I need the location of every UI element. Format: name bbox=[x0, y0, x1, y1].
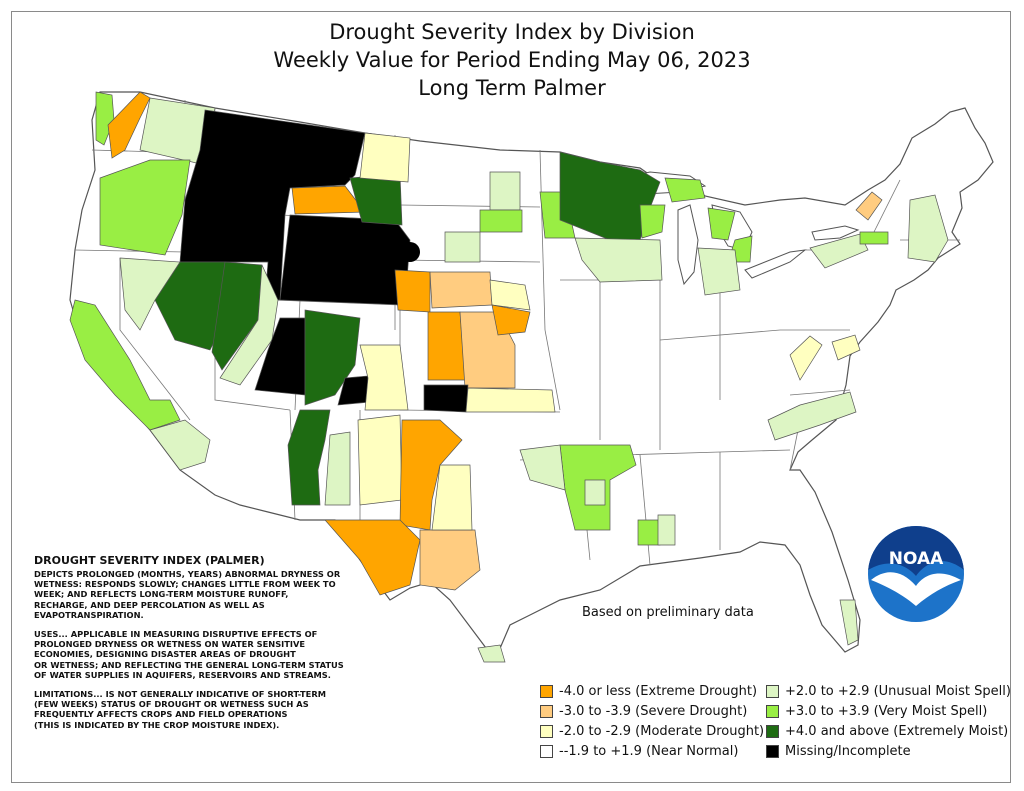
lake-michigan bbox=[677, 204, 699, 286]
legend-swatch bbox=[540, 704, 553, 718]
sd-light bbox=[489, 171, 521, 211]
al-light bbox=[657, 514, 676, 546]
missing-sd-blob bbox=[400, 242, 420, 262]
noaa-logo-text: NOAA bbox=[889, 549, 944, 569]
legend-label: -4.0 or less (Extreme Drought) bbox=[559, 683, 758, 699]
legend-item: -2.0 to -2.9 (Moderate Drought) bbox=[540, 722, 764, 740]
legend-swatch bbox=[540, 744, 553, 758]
fl-light bbox=[839, 599, 859, 646]
ms-light bbox=[584, 479, 606, 506]
legend-label: +3.0 to +3.9 (Very Moist Spell) bbox=[785, 703, 988, 719]
legend-label: +2.0 to +2.9 (Unusual Moist Spell) bbox=[785, 683, 1011, 699]
ks-orange bbox=[427, 311, 466, 381]
description-definition: DEPICTS PROLONGED (MONTHS, YEARS) ABNORM… bbox=[34, 569, 341, 620]
nd-yellow bbox=[359, 132, 411, 183]
lake-erie bbox=[744, 249, 807, 279]
ut-light bbox=[219, 264, 279, 386]
wi-bright bbox=[639, 204, 666, 239]
nv-light bbox=[119, 257, 181, 331]
ny-tan bbox=[855, 191, 883, 221]
tx-coast-light bbox=[477, 644, 506, 663]
missing-utah bbox=[254, 317, 306, 396]
mn-light-south bbox=[574, 237, 663, 283]
ny-light bbox=[809, 233, 869, 269]
va-yellow bbox=[831, 334, 861, 361]
ks-orange-ne bbox=[491, 304, 531, 336]
mi-light bbox=[697, 247, 741, 296]
nm-yellow bbox=[357, 414, 403, 506]
mi-bright bbox=[707, 207, 736, 241]
legend-swatch bbox=[766, 704, 779, 718]
description-heading: DROUGHT SEVERITY INDEX (PALMER) bbox=[34, 554, 265, 567]
ne-light-states bbox=[907, 194, 949, 263]
tx-yellow-north bbox=[431, 464, 473, 531]
nv-dark-green-2 bbox=[211, 261, 263, 371]
ne-tan bbox=[429, 271, 493, 309]
legend-swatch bbox=[540, 724, 553, 738]
legend-label: +4.0 and above (Extremely Moist) bbox=[785, 723, 1009, 739]
legend-swatch bbox=[766, 684, 779, 698]
or-bright bbox=[99, 159, 191, 256]
nm-light bbox=[324, 431, 351, 506]
legend-item: +4.0 and above (Extremely Moist) bbox=[766, 722, 1008, 740]
index-description: DROUGHT SEVERITY INDEX (PALMER) DEPICTS … bbox=[34, 554, 354, 739]
nm-dark-green bbox=[287, 409, 331, 506]
preliminary-data-note: Based on preliminary data bbox=[582, 605, 754, 620]
legend-label: Missing/Incomplete bbox=[785, 743, 911, 759]
ny-bright bbox=[859, 231, 889, 245]
legend-item: --1.9 to +1.9 (Near Normal) bbox=[540, 742, 738, 760]
legend-item: -4.0 or less (Extreme Drought) bbox=[540, 682, 757, 700]
nc-light bbox=[767, 391, 857, 441]
ca-bright bbox=[69, 299, 181, 431]
lake-ontario bbox=[811, 225, 860, 241]
co-yellow bbox=[359, 344, 409, 411]
al-bright bbox=[637, 519, 661, 546]
map-subtitle: Weekly Value for Period Ending May 06, 2… bbox=[273, 48, 751, 72]
wa-orange-puget bbox=[107, 91, 151, 159]
tx-orange-west bbox=[324, 519, 421, 596]
ar-light bbox=[519, 444, 566, 491]
legend-item: +2.0 to +2.9 (Unusual Moist Spell) bbox=[766, 682, 1011, 700]
noaa-logo: NOAA bbox=[868, 526, 964, 622]
legend-item: +3.0 to +3.9 (Very Moist Spell) bbox=[766, 702, 987, 720]
legend-swatch bbox=[766, 744, 779, 758]
missing-wyoming bbox=[279, 214, 411, 306]
legend-label: --1.9 to +1.9 (Near Normal) bbox=[559, 743, 739, 759]
map-index-name: Long Term Palmer bbox=[418, 76, 606, 100]
ne-yellow-east bbox=[489, 279, 531, 311]
map-title: Drought Severity Index by Division bbox=[329, 20, 695, 44]
missing-ok bbox=[423, 384, 469, 413]
sd-bright bbox=[479, 209, 523, 233]
ok-yellow bbox=[465, 387, 556, 413]
legend-swatch bbox=[766, 724, 779, 738]
legend-label: -2.0 to -2.9 (Moderate Drought) bbox=[559, 723, 765, 739]
ne-light bbox=[444, 231, 481, 263]
wv-yellow bbox=[789, 335, 823, 381]
legend-item: Missing/Incomplete bbox=[766, 742, 911, 760]
legend-item: -3.0 to -3.9 (Severe Drought) bbox=[540, 702, 747, 720]
description-uses: USES... APPLICABLE IN MEASURING DISRUPTI… bbox=[34, 629, 344, 680]
legend-label: -3.0 to -3.9 (Severe Drought) bbox=[559, 703, 748, 719]
description-limitations: LIMITATIONS... IS NOT GENERALLY INDICATI… bbox=[34, 689, 326, 730]
mi-up-bright bbox=[664, 177, 706, 203]
ne-orange-west bbox=[394, 269, 431, 313]
ca-light-south bbox=[149, 419, 211, 471]
legend-swatch bbox=[540, 684, 553, 698]
